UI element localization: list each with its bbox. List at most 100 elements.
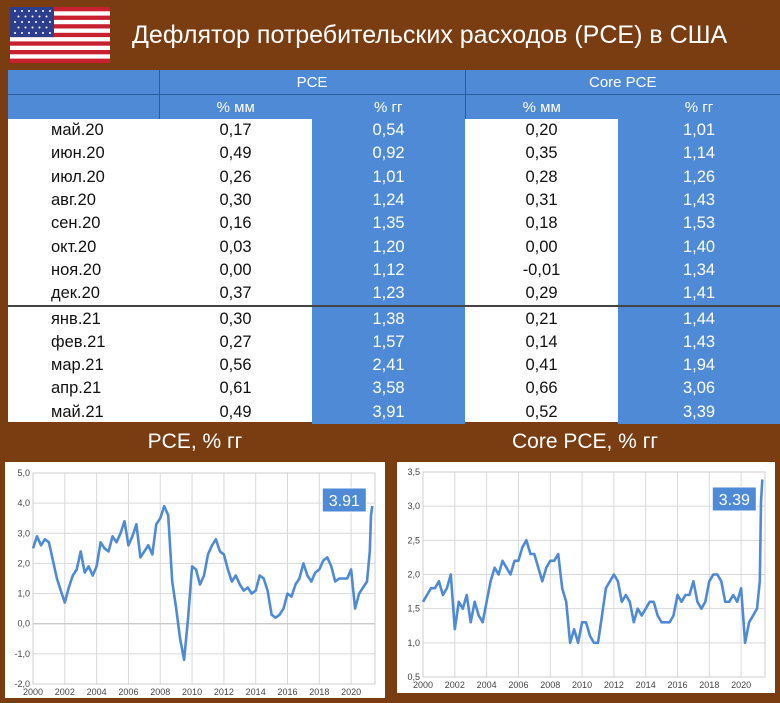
header-blank <box>8 94 159 119</box>
pce-mm-cell: 0,37 <box>219 284 252 303</box>
row-date: апр.21 <box>51 379 102 398</box>
header-pce-yy: % гг <box>312 94 465 119</box>
pce-x-tick-label: 2016 <box>277 687 297 697</box>
core-pce-chart-svg: 0,5 1,0 1,5 2,0 2,5 3,0 3,5 2000 2002 2004 2006 200… <box>407 467 766 690</box>
header-pce: PCE <box>158 70 465 95</box>
pce-y-tick-label: -2,0 <box>14 679 30 689</box>
core-pce-y-tick-label: 1,5 <box>407 604 420 614</box>
core-pce-y-tick-label: 1,0 <box>407 638 420 648</box>
pce-series-line <box>31 504 374 662</box>
header-core-pce: Core PCE <box>464 70 780 95</box>
table-row: апр.21 0,61 3,58 0,66 3,06 <box>8 377 780 401</box>
data-table: PCE Core PCE % мм % гг % мм % гг май.20 0… <box>8 70 780 424</box>
pce-mm-cell: 0,49 <box>219 402 252 421</box>
table-row: янв.21 0,30 1,38 0,21 1,44 <box>8 305 780 331</box>
pce-yy-cell: 1,12 <box>312 258 465 283</box>
core-yy-cell: 1,14 <box>618 142 780 166</box>
header: Дефлятор потребительских расходов (PCE) … <box>0 0 780 70</box>
pce-yy-cell: 1,57 <box>312 330 465 354</box>
us-flag-icon <box>10 7 110 63</box>
pce-y-tick-label: 2,0 <box>17 558 30 568</box>
core-mm-cell: 0,31 <box>525 191 558 210</box>
pce-yy-cell: 0,92 <box>312 142 465 166</box>
core-yy-cell: 1,41 <box>618 282 780 307</box>
table-row: мар.21 0,56 2,41 0,41 1,94 <box>8 353 780 378</box>
header-core-mm: % мм <box>464 94 618 119</box>
core-mm-cell: 0,20 <box>525 121 558 140</box>
core-yy-cell: 1,34 <box>618 258 780 283</box>
header-core-yy: % гг <box>618 94 780 119</box>
pce-y-tick-label: 1,0 <box>17 589 30 599</box>
pce-y-tick-label: -1,0 <box>14 649 30 659</box>
row-date: июл.20 <box>51 167 105 186</box>
core-yy-cell: 3,06 <box>618 377 780 401</box>
pce-x-tick-label: 2004 <box>87 687 107 697</box>
pce-last-value-badge <box>321 487 367 513</box>
core-mm-cell: 0,35 <box>525 144 558 163</box>
chart-title-core-pce: Core PCE, % гг <box>511 430 659 453</box>
pce-yy-cell: 1,23 <box>312 282 465 307</box>
pce-y-tick-label: 5,0 <box>17 468 30 478</box>
row-date: янв.21 <box>8 305 159 331</box>
core-pce-y-tick-label: 0,5 <box>407 672 420 682</box>
pce-yy-cell: 2,41 <box>312 353 465 378</box>
table-row: фев.21 0,27 1,57 0,14 1,43 <box>8 330 780 354</box>
core-yy-cell: 1,43 <box>618 330 780 354</box>
core-mm-cell: 0,29 <box>525 284 558 303</box>
core-pce-x-tick-label: 2012 <box>604 680 624 690</box>
table-row: авг.20 0,30 1,24 0,31 1,43 <box>8 188 780 213</box>
pce-yy-cell: 1,20 <box>312 235 465 259</box>
pce-mm-cell: 0,49 <box>219 144 252 163</box>
row-date: дек.20 <box>51 284 100 303</box>
pce-x-tick-label: 2018 <box>309 687 329 697</box>
pce-mm-cell: 0,30 <box>219 191 252 210</box>
core-mm-cell: 0,52 <box>525 402 558 421</box>
table-row: июн.20 0,49 0,92 0,35 1,14 <box>8 142 780 166</box>
pce-chart-svg: -2,0 -1,0 0,0 1,0 2,0 3,0 4,0 5,0 2000 2002 2004 20… <box>14 468 376 697</box>
row-date: авг.20 <box>51 191 96 210</box>
pce-mm-cell: 0,03 <box>219 237 252 256</box>
core-pce-x-tick-label: 2002 <box>445 680 465 690</box>
core-pce-x-tick-label: 2006 <box>508 680 528 690</box>
core-mm-cell: 0,28 <box>525 167 558 186</box>
pce-chart: -2,0 -1,0 0,0 1,0 2,0 3,0 4,0 5,0 2000 2002 2004 20… <box>5 462 385 698</box>
pce-mm-cell: 0,16 <box>219 214 252 233</box>
core-pce-x-tick-label: 2008 <box>540 680 560 690</box>
page-title: Дефлятор потребительских расходов (PCE) … <box>132 21 728 49</box>
core-mm-cell: 0,18 <box>525 214 558 233</box>
header-pce-mm: % мм <box>158 94 312 119</box>
core-pce-last-value-label: 3.39 <box>719 492 750 509</box>
core-pce-y-tick-label: 2,0 <box>407 570 420 580</box>
row-date: мар.21 <box>51 356 104 375</box>
pce-x-tick-label: 2012 <box>214 687 234 697</box>
core-yy-cell: 1,44 <box>618 305 780 331</box>
pce-x-tick-label: 2008 <box>150 687 170 697</box>
pce-yy-cell: 1,24 <box>312 188 465 213</box>
pce-x-tick-label: 2020 <box>341 687 361 697</box>
core-pce-y-tick-label: 2,5 <box>407 535 420 545</box>
table-row: ноя.20 0,00 1,12 -0,01 1,34 <box>8 258 780 283</box>
pce-yy-cell: 0,54 <box>312 119 465 143</box>
core-mm-cell: 0,21 <box>465 305 618 331</box>
pce-yy-cell: 1,38 <box>312 305 465 331</box>
core-pce-y-tick-label: 3,5 <box>407 467 420 477</box>
core-mm-cell: 0,00 <box>525 237 558 256</box>
core-pce-x-tick-label: 2004 <box>477 680 497 690</box>
core-yy-cell: 1,94 <box>618 353 780 378</box>
table-row: сен.20 0,16 1,35 0,18 1,53 <box>8 212 780 236</box>
pce-mm-cell: 0,00 <box>219 260 252 279</box>
row-date: сен.20 <box>51 214 101 233</box>
pce-last-value-label: 3.91 <box>329 493 360 510</box>
pce-x-tick-label: 2006 <box>118 687 138 697</box>
core-yy-cell: 1,43 <box>618 188 780 213</box>
data-table-panel: PCE Core PCE % мм % гг % мм % гг май.20 0… <box>8 70 780 424</box>
core-pce-x-tick-label: 2014 <box>636 680 656 690</box>
table-row: май.20 0,17 0,54 0,20 1,01 <box>8 119 780 143</box>
core-pce-series-line <box>421 479 764 645</box>
core-pce-chart: 0,5 1,0 1,5 2,0 2,5 3,0 3,5 2000 2002 2004 2006 200… <box>397 462 775 693</box>
row-date: май.21 <box>51 402 104 421</box>
core-mm-cell: 0,14 <box>525 332 558 351</box>
core-pce-y-tick-label: 3,0 <box>407 501 420 511</box>
core-mm-cell: -0,01 <box>522 260 561 279</box>
pce-yy-cell: 3,91 <box>312 400 465 424</box>
